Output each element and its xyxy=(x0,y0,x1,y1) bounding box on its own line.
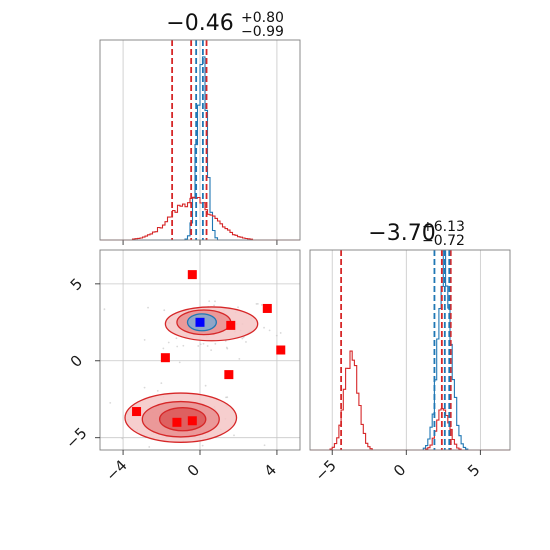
joint-panel-y-ticks: 5 0 −5 xyxy=(62,275,100,452)
red-square-marker xyxy=(187,416,197,426)
sample-point xyxy=(242,336,245,339)
x-tick-label: −5 xyxy=(312,456,340,484)
sample-point xyxy=(197,345,200,347)
blue-square-marker xyxy=(195,317,205,327)
top-histogram-panel: −0.46 +0.80 −0.99 xyxy=(99,10,301,245)
sample-point xyxy=(204,384,207,387)
x-tick-label: 5 xyxy=(464,461,483,480)
sample-point xyxy=(201,444,204,447)
top-panel-quantile-lines xyxy=(171,40,208,240)
sample-point xyxy=(143,339,146,341)
sample-point xyxy=(256,302,259,305)
red-square-marker xyxy=(276,345,286,355)
y-tick-label: −5 xyxy=(62,424,90,452)
sample-point xyxy=(238,357,241,360)
top-title-sup: +0.80 xyxy=(241,10,284,26)
sample-point xyxy=(103,308,106,311)
sample-point xyxy=(109,401,112,404)
right-title-sup: +6.13 xyxy=(422,219,465,235)
red-square-marker xyxy=(132,407,142,417)
right-title-main: −3.70 xyxy=(368,221,435,246)
red-square-marker xyxy=(262,303,272,313)
sample-point xyxy=(206,345,209,347)
top-title-main: −0.46 xyxy=(166,11,233,36)
sample-point xyxy=(263,326,265,329)
sample-point xyxy=(214,342,217,345)
x-tick-label: 4 xyxy=(261,461,280,480)
sample-point xyxy=(147,306,149,309)
sample-point xyxy=(255,303,258,305)
sample-point xyxy=(213,304,216,307)
right-panel-background xyxy=(310,250,510,450)
right-panel-x-ticks: −5 0 5 xyxy=(312,450,484,485)
sample-point xyxy=(245,341,247,343)
joint-panel-x-ticks: −4 0 4 xyxy=(102,450,280,485)
joint-scatter-panel: −4 0 4 5 0 −5 xyxy=(62,249,301,485)
sample-point xyxy=(279,332,282,334)
sample-point xyxy=(121,437,124,440)
sample-point xyxy=(178,361,181,364)
sample-point xyxy=(199,343,202,346)
sample-point xyxy=(148,446,151,448)
red-square-marker xyxy=(160,353,170,363)
joint-panel-markers xyxy=(132,270,286,427)
sample-point xyxy=(225,346,228,349)
right-panel-title: −3.70 xyxy=(368,221,435,246)
sample-point xyxy=(210,349,213,352)
sample-point xyxy=(233,434,235,437)
red-square-marker xyxy=(187,270,197,280)
top-panel-frame xyxy=(99,39,301,241)
red-square-marker xyxy=(226,320,236,330)
x-tick-label: 0 xyxy=(390,461,409,480)
sample-point xyxy=(214,300,216,303)
top-panel-title: −0.46 xyxy=(166,11,233,36)
sample-point xyxy=(167,341,170,344)
sample-point xyxy=(263,444,266,447)
red-square-marker xyxy=(172,417,182,427)
sample-point xyxy=(208,300,211,303)
sample-point xyxy=(143,386,146,389)
sample-point xyxy=(202,342,205,345)
right-panel-quantile-lines xyxy=(340,250,452,450)
right-panel-grid xyxy=(331,250,481,450)
right-histogram-panel: −5 0 5 −3.70 +6.13 −0.72 xyxy=(309,219,511,485)
sample-point xyxy=(156,390,159,392)
x-tick-label: 0 xyxy=(184,461,203,480)
y-tick-label: 0 xyxy=(67,351,86,370)
sample-point xyxy=(268,329,271,332)
right-title-sub: −0.72 xyxy=(422,233,465,249)
sample-point xyxy=(160,382,163,384)
sample-point xyxy=(175,337,178,340)
sample-point xyxy=(163,309,166,312)
y-tick-label: 5 xyxy=(67,275,86,294)
x-tick-label: −4 xyxy=(102,456,130,484)
sample-point xyxy=(237,306,239,309)
sample-point xyxy=(241,337,244,340)
top-title-sub: −0.99 xyxy=(241,24,284,40)
sample-point xyxy=(182,344,185,347)
right-panel-frame xyxy=(309,249,511,451)
sample-point xyxy=(176,345,179,348)
sample-point xyxy=(162,347,165,350)
sample-point xyxy=(275,334,278,337)
sample-point xyxy=(226,396,229,399)
density-contour xyxy=(158,407,207,432)
sample-point xyxy=(260,304,263,306)
red-square-marker xyxy=(224,370,234,380)
